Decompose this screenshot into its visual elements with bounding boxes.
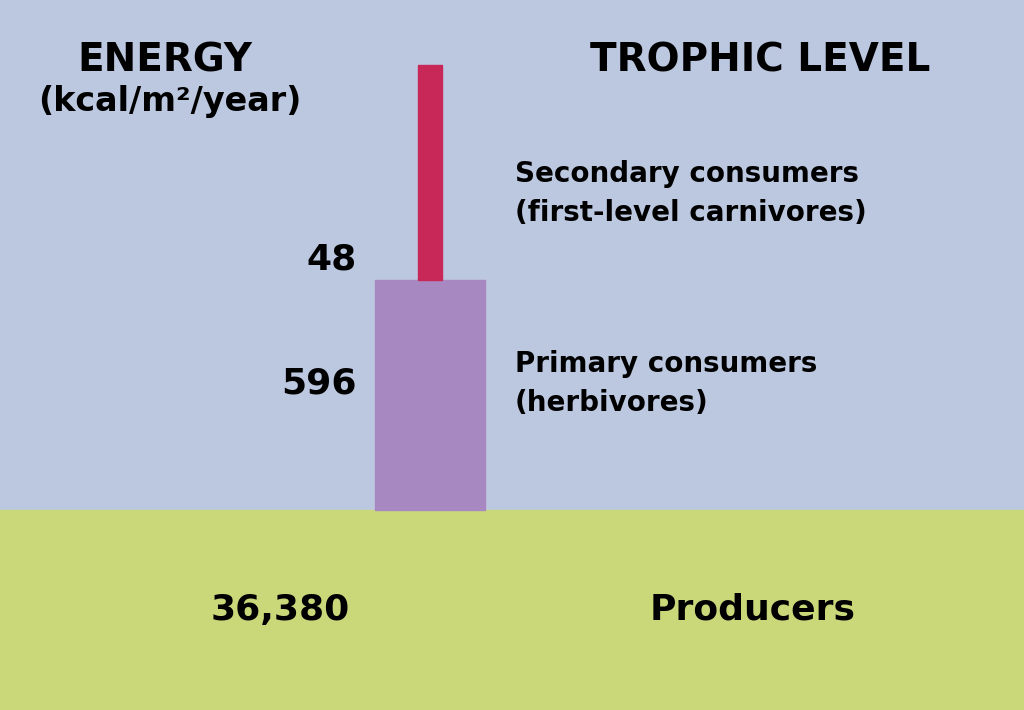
- Bar: [0, 510, 1024, 710]
- Bar: [0, 0, 1024, 510]
- Text: TROPHIC LEVEL: TROPHIC LEVEL: [590, 41, 930, 79]
- Bar: [375, 280, 485, 510]
- Text: 36,380: 36,380: [210, 593, 349, 627]
- Text: (kcal/m²/year): (kcal/m²/year): [38, 85, 302, 119]
- Text: Primary consumers
(herbivores): Primary consumers (herbivores): [515, 350, 817, 417]
- Text: ENERGY: ENERGY: [78, 41, 253, 79]
- Text: 596: 596: [282, 366, 357, 400]
- Text: 48: 48: [307, 243, 357, 277]
- Text: Producers: Producers: [650, 593, 856, 627]
- Text: Secondary consumers
(first-level carnivores): Secondary consumers (first-level carnivo…: [515, 160, 866, 227]
- Bar: [418, 65, 442, 280]
